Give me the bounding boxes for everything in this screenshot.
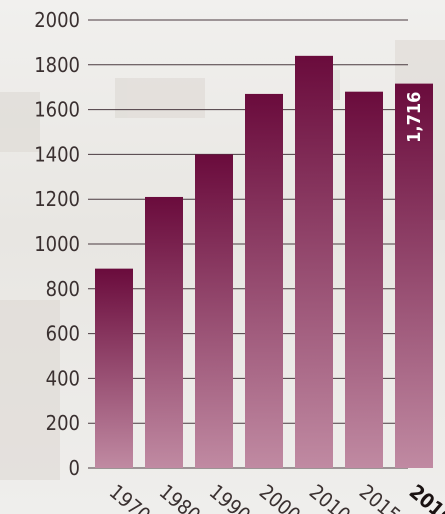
- x-category-label: 2000: [255, 479, 305, 514]
- y-tick-label: 2000: [34, 8, 80, 32]
- x-category-label: 1970: [105, 479, 155, 514]
- y-axis-ticks: 0 200 400 600 800 1000 1200 1400 1600 1800 2000: [34, 8, 80, 480]
- y-tick-label: 1000: [34, 232, 80, 256]
- y-tick-label: 0: [69, 456, 80, 480]
- bar-2015: [345, 91, 383, 469]
- y-tick-label: 1200: [34, 187, 80, 211]
- bars: [95, 55, 433, 469]
- y-tick-label: 1600: [34, 98, 80, 122]
- bar-2000: [245, 93, 283, 469]
- bar-2010: [295, 55, 333, 469]
- y-tick-label: 800: [46, 277, 80, 301]
- bar-1990: [195, 154, 233, 468]
- y-tick-label: 200: [46, 411, 80, 435]
- y-tick-label: 600: [46, 322, 80, 346]
- bar-2016: [395, 83, 433, 468]
- y-tick-label: 400: [46, 366, 80, 390]
- y-tick-label: 1400: [34, 142, 80, 166]
- x-category-label: 1990: [205, 479, 255, 514]
- x-category-label: 2015: [355, 479, 405, 514]
- bar-data-label: 1,716: [404, 92, 425, 143]
- x-category-label: 2010: [305, 479, 355, 514]
- data-labels: 1,716: [404, 92, 425, 143]
- y-tick-label: 1800: [34, 53, 80, 77]
- bar-1970: [95, 268, 133, 468]
- x-category-label: 2016: [405, 479, 445, 514]
- x-axis-categories: 1970 1980 1990 2000 2010 2015 2016: [105, 479, 445, 514]
- bar-1980: [145, 196, 183, 468]
- x-category-label: 1980: [155, 479, 205, 514]
